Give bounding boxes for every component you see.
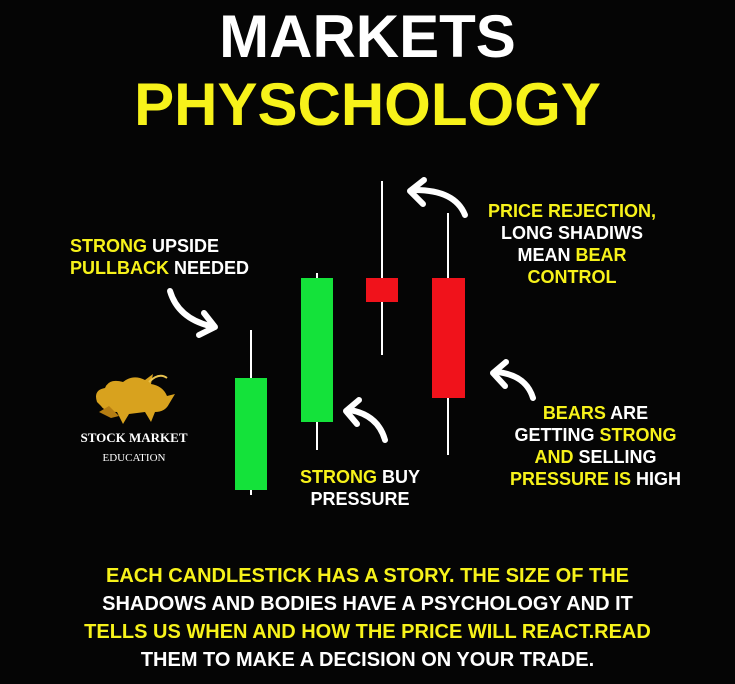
logo-text-stock-market: STOCK MARKET	[80, 430, 188, 445]
arrow-bears-icon	[490, 359, 536, 401]
footer-line-2: SHADOWS AND BODIES HAVE A PSYCHOLOGY AND…	[102, 593, 633, 615]
candle-2-body	[301, 278, 333, 422]
footer-line-3: TELLS US WHEN AND HOW THE PRICE WILL REA…	[84, 621, 651, 643]
candle-1-body	[235, 378, 267, 490]
candle-4-body	[432, 278, 465, 398]
candle-3-red	[366, 181, 398, 355]
candle-2-green	[301, 273, 333, 450]
footer-line-4: THEM TO MAKE A DECISION ON YOUR TRADE.	[140, 649, 595, 671]
footer-line-1: EACH CANDLESTICK HAS A STORY. THE SIZE O…	[106, 565, 629, 587]
label-strong-buy: STRONG BUY PRESSURE	[299, 467, 421, 509]
label-strong-upside: STRONG UPSIDE PULLBACK NEEDED	[70, 236, 250, 278]
arrow-buy-icon	[343, 397, 388, 443]
logo: STOCK MARKET EDUCATION	[64, 368, 204, 478]
footer-text: EACH CANDLESTICK HAS A STORY. THE SIZE O…	[0, 562, 735, 674]
candle-4-red	[432, 213, 465, 455]
logo-text-education: EDUCATION	[102, 452, 166, 464]
label-price-rejection: PRICE REJECTION, LONG SHADIWS MEAN BEAR …	[487, 201, 657, 287]
title-psychology: PHYSCHOLOGY	[134, 71, 601, 138]
candle-1-green	[235, 330, 267, 495]
bull-logo-icon	[96, 374, 175, 424]
arrow-upside-icon	[167, 288, 218, 338]
arrow-rejection-icon	[407, 177, 468, 218]
title-markets: MARKETS	[219, 3, 516, 70]
label-bears-strong: BEARS ARE GETTING STRONG AND SELLING PRE…	[509, 403, 682, 489]
candle-3-body	[366, 278, 398, 302]
